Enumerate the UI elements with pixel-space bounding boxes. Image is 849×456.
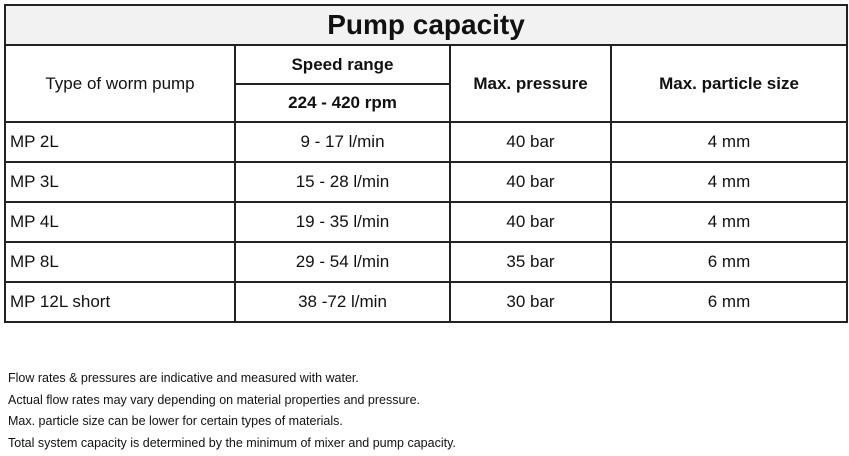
flow-rate: 38 -72 l/min: [234, 281, 451, 323]
flow-rate: 29 - 54 l/min: [234, 241, 451, 283]
header-speed-range: Speed range: [234, 44, 451, 85]
pump-type: MP 8L: [4, 241, 236, 283]
max-particle-size: 6 mm: [609, 241, 849, 283]
footnote: Flow rates & pressures are indicative an…: [8, 371, 359, 385]
max-pressure: 30 bar: [449, 281, 612, 323]
footnote: Total system capacity is determined by t…: [8, 435, 456, 450]
pump-type: MP 12L short: [4, 281, 236, 323]
header-max-pressure: Max. pressure: [449, 44, 612, 123]
max-particle-size: 4 mm: [609, 201, 849, 243]
flow-rate: 9 - 17 l/min: [234, 121, 451, 163]
header-max-particle-size: Max. particle size: [609, 44, 849, 123]
max-particle-size: 4 mm: [609, 121, 849, 163]
flow-rate: 15 - 28 l/min: [234, 161, 451, 203]
table-row: MP 3L 15 - 28 l/min 40 bar 4 mm: [4, 161, 849, 203]
table-row: MP 2L 9 - 17 l/min 40 bar 4 mm: [4, 121, 849, 163]
table-row: MP 4L 19 - 35 l/min 40 bar 4 mm: [4, 201, 849, 243]
footnotes: Flow rates & pressures are indicative an…: [8, 368, 456, 454]
pump-capacity-table: Pump capacity Type of worm pump Speed ra…: [3, 4, 849, 323]
footnote: Max. particle size can be lower for cert…: [8, 414, 343, 428]
max-particle-size: 6 mm: [609, 281, 849, 323]
max-pressure: 35 bar: [449, 241, 612, 283]
header-speed-value: 224 - 420 rpm: [234, 83, 451, 123]
table-row: MP 8L 29 - 54 l/min 35 bar 6 mm: [4, 241, 849, 283]
table-title: Pump capacity: [3, 4, 849, 46]
flow-rate: 19 - 35 l/min: [234, 201, 451, 243]
max-particle-size: 4 mm: [609, 161, 849, 203]
pump-type: MP 2L: [4, 121, 236, 163]
max-pressure: 40 bar: [449, 121, 612, 163]
footnote: Actual flow rates may vary depending on …: [8, 392, 421, 407]
header-type: Type of worm pump: [4, 44, 236, 123]
max-pressure: 40 bar: [449, 161, 612, 203]
max-pressure: 40 bar: [449, 201, 612, 243]
pump-type: MP 4L: [4, 201, 236, 243]
pump-type: MP 3L: [4, 161, 236, 203]
table-row: MP 12L short 38 -72 l/min 30 bar 6 mm: [4, 281, 849, 323]
